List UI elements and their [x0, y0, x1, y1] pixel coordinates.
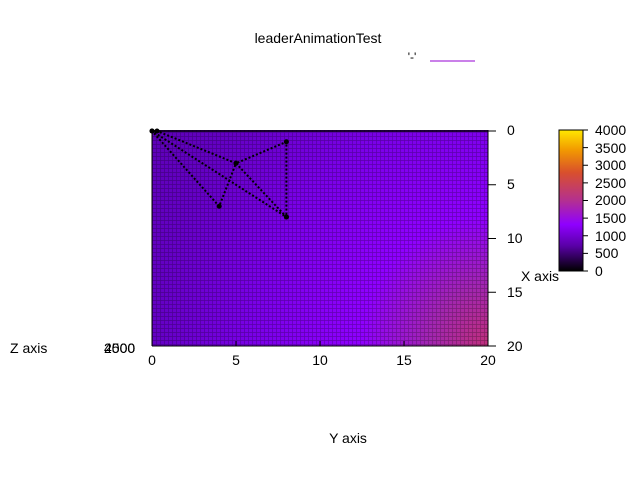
colorbar-tick-0: 0 [595, 263, 603, 279]
y-tick-15: 15 [507, 284, 523, 300]
x-axis-ticks [151, 341, 489, 346]
colorbar-tick-2000: 2000 [595, 192, 626, 208]
colorbar-tick-3500: 3500 [595, 140, 626, 156]
colorbar-tick-4000: 4000 [595, 122, 626, 138]
colorbar-tick-500: 500 [595, 245, 619, 261]
z-tick-overlap-a: 2500 [104, 340, 135, 356]
y-tick-5: 5 [507, 176, 515, 192]
colorbar-ticks [583, 129, 588, 272]
y-axis-ticks [488, 130, 496, 347]
heatmap-grid [152, 130, 488, 346]
path-point-5 [233, 160, 239, 166]
colorbar [558, 129, 584, 272]
colorbar-tick-2500: 2500 [595, 175, 626, 191]
x-axis-label: Y axis [329, 430, 367, 446]
path-point-6 [216, 203, 222, 209]
colorbar-tick-3000: 3000 [595, 157, 626, 173]
y-axis-label: X axis [521, 268, 559, 284]
x-tick-0: 0 [148, 352, 156, 368]
y-tick-0: 0 [507, 122, 515, 138]
colorbar-tick-1500: 1500 [595, 210, 626, 226]
x-tick-20: 20 [480, 352, 496, 368]
chart-title: leaderAnimationTest [255, 30, 382, 46]
x-tick-10: 10 [312, 352, 328, 368]
z-axis-label: Z axis [10, 340, 47, 356]
legend-label: '-' [408, 50, 417, 64]
path-point-8 [283, 214, 289, 220]
colorbar-tick-1000: 1000 [595, 228, 626, 244]
x-tick-15: 15 [396, 352, 412, 368]
path-point-7 [149, 128, 155, 134]
z-tick-overlap-b: 4000 [104, 340, 135, 356]
x-tick-5: 5 [232, 352, 240, 368]
y-tick-20: 20 [507, 338, 523, 354]
path-point-1 [154, 128, 160, 134]
y-tick-10: 10 [507, 230, 523, 246]
path-point-3 [283, 139, 289, 145]
leader-path [149, 128, 289, 220]
